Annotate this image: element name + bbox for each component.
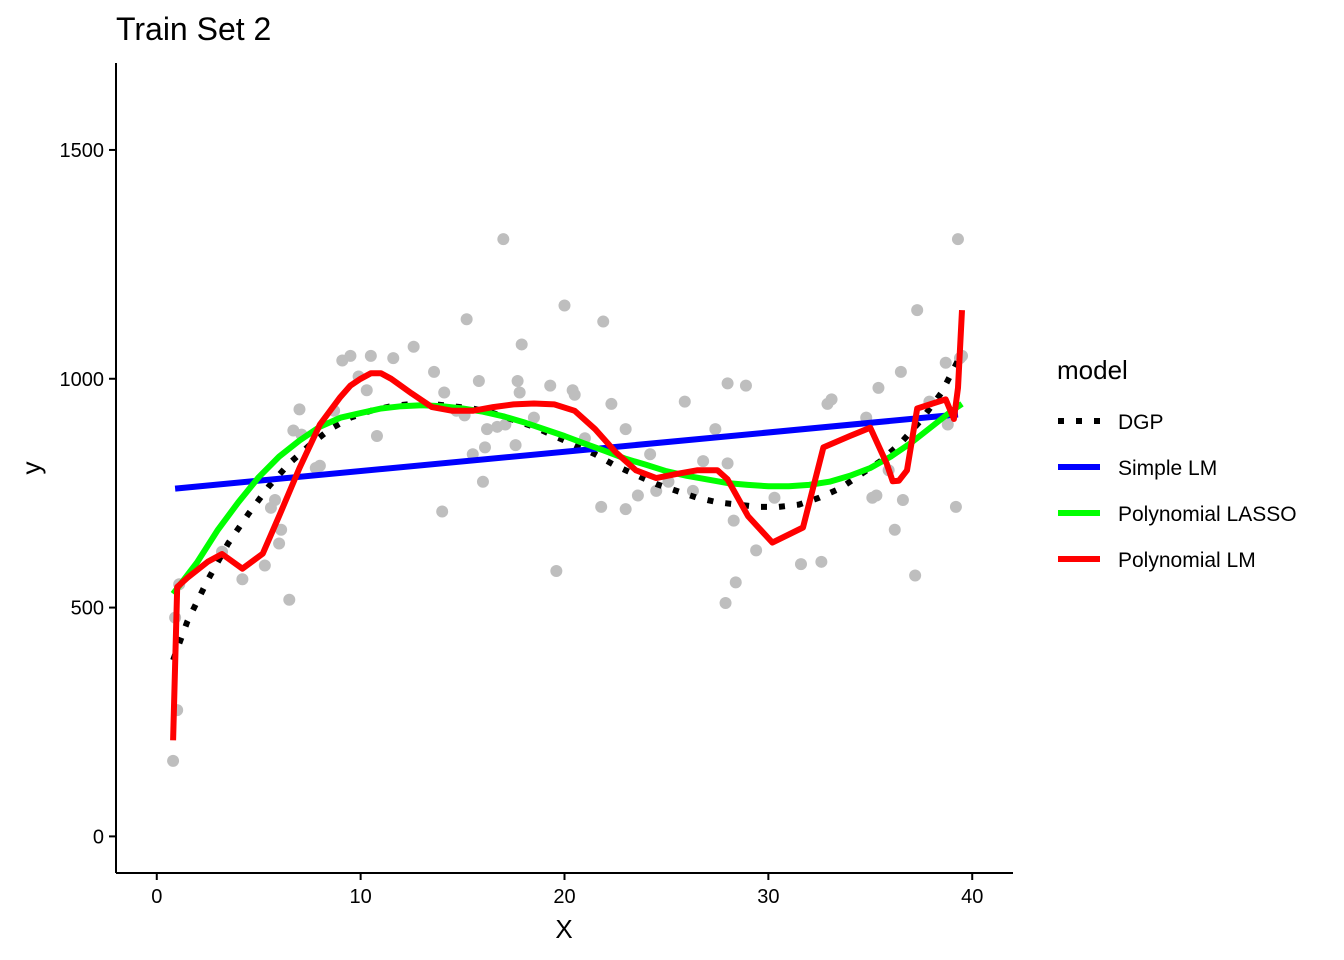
- data-point: [605, 397, 618, 410]
- data-point: [283, 593, 296, 606]
- chart-title: Train Set 2: [116, 11, 271, 47]
- data-point: [275, 523, 288, 536]
- data-point: [686, 484, 699, 497]
- data-point: [258, 559, 271, 572]
- data-point: [344, 349, 357, 362]
- data-point: [721, 377, 734, 390]
- data-point: [293, 403, 306, 416]
- series-line-simple-lm: [174, 411, 959, 492]
- data-point: [888, 523, 901, 536]
- data-point: [370, 429, 383, 442]
- data-point: [729, 576, 742, 589]
- y-tick-label: 500: [71, 598, 104, 620]
- data-point: [794, 558, 807, 571]
- data-point: [499, 418, 512, 431]
- data-point: [497, 233, 510, 246]
- data-point: [896, 494, 909, 507]
- data-point: [167, 754, 180, 767]
- data-point: [911, 304, 924, 317]
- y-axis-ticks: 0 500 1000 1500: [60, 140, 116, 848]
- legend-title: model: [1057, 355, 1128, 385]
- data-point: [825, 393, 838, 406]
- data-point: [939, 356, 952, 369]
- data-point: [568, 388, 581, 401]
- data-point: [719, 597, 732, 609]
- data-point: [595, 500, 608, 513]
- data-point: [709, 423, 722, 436]
- legend-label: DGP: [1118, 411, 1164, 434]
- data-point: [697, 455, 710, 468]
- y-tick-label: 1500: [60, 140, 105, 162]
- data-point: [478, 441, 491, 454]
- legend-entry-polynomial-lm: Polynomial LM: [1058, 549, 1256, 572]
- data-point: [273, 537, 286, 550]
- plot-area: [167, 233, 969, 767]
- legend-label: Polynomial LASSO: [1118, 503, 1297, 526]
- data-point: [360, 384, 373, 397]
- data-point: [619, 503, 632, 516]
- data-point: [727, 514, 740, 527]
- data-point: [558, 299, 571, 312]
- data-point: [750, 544, 763, 557]
- model-lines: [170, 309, 965, 741]
- data-point: [631, 489, 644, 502]
- data-point: [721, 457, 734, 470]
- data-point: [428, 365, 441, 378]
- data-point: [527, 411, 540, 424]
- legend-entry-dgp: DGP: [1058, 411, 1164, 434]
- data-point: [872, 381, 885, 394]
- series-line-polynomial-lasso: [170, 401, 964, 596]
- data-point: [472, 375, 485, 388]
- data-point: [894, 365, 907, 378]
- x-tick-label: 10: [350, 886, 372, 908]
- y-tick-label: 1000: [60, 369, 105, 391]
- y-tick-label: 0: [93, 826, 104, 848]
- data-point: [511, 375, 524, 388]
- data-point: [619, 423, 632, 436]
- data-point: [768, 491, 781, 504]
- data-point: [515, 338, 528, 351]
- x-tick-label: 40: [961, 886, 983, 908]
- data-point: [678, 395, 691, 408]
- data-point: [313, 459, 326, 472]
- data-point: [364, 349, 377, 362]
- data-point: [941, 418, 954, 431]
- data-point: [476, 475, 489, 488]
- x-tick-label: 30: [757, 886, 779, 908]
- legend-entry-simple-lm: Simple LM: [1058, 457, 1217, 480]
- data-point: [597, 315, 610, 328]
- scatter-points: [167, 233, 969, 767]
- data-point: [513, 386, 526, 399]
- x-tick-label: 20: [553, 886, 575, 908]
- x-axis-label: X: [555, 914, 572, 944]
- data-point: [550, 564, 563, 577]
- x-axis-ticks: 0 10 20 30 40: [151, 873, 983, 908]
- data-point: [269, 494, 282, 507]
- data-point: [407, 340, 420, 353]
- data-point: [481, 423, 494, 436]
- legend-label: Polynomial LM: [1118, 549, 1256, 572]
- data-point: [236, 573, 249, 586]
- legend-entry-polynomial-lasso: Polynomial LASSO: [1058, 503, 1297, 526]
- legend: model DGP Simple LM Polynomial LASSO Polyno…: [1057, 355, 1297, 572]
- data-point: [436, 505, 449, 518]
- data-point: [909, 569, 922, 582]
- data-point: [460, 313, 473, 326]
- x-tick-label: 0: [151, 886, 162, 908]
- y-axis-label: y: [16, 462, 46, 475]
- data-point: [387, 352, 400, 365]
- legend-label: Simple LM: [1118, 457, 1217, 480]
- data-point: [544, 379, 557, 392]
- data-point: [870, 489, 883, 502]
- data-point: [509, 439, 522, 452]
- series-line-polynomial-lm: [170, 309, 965, 741]
- data-point: [438, 386, 451, 399]
- data-point: [815, 555, 828, 568]
- data-point: [951, 233, 964, 246]
- data-point: [739, 379, 752, 392]
- data-point: [949, 500, 962, 513]
- data-point: [644, 448, 657, 461]
